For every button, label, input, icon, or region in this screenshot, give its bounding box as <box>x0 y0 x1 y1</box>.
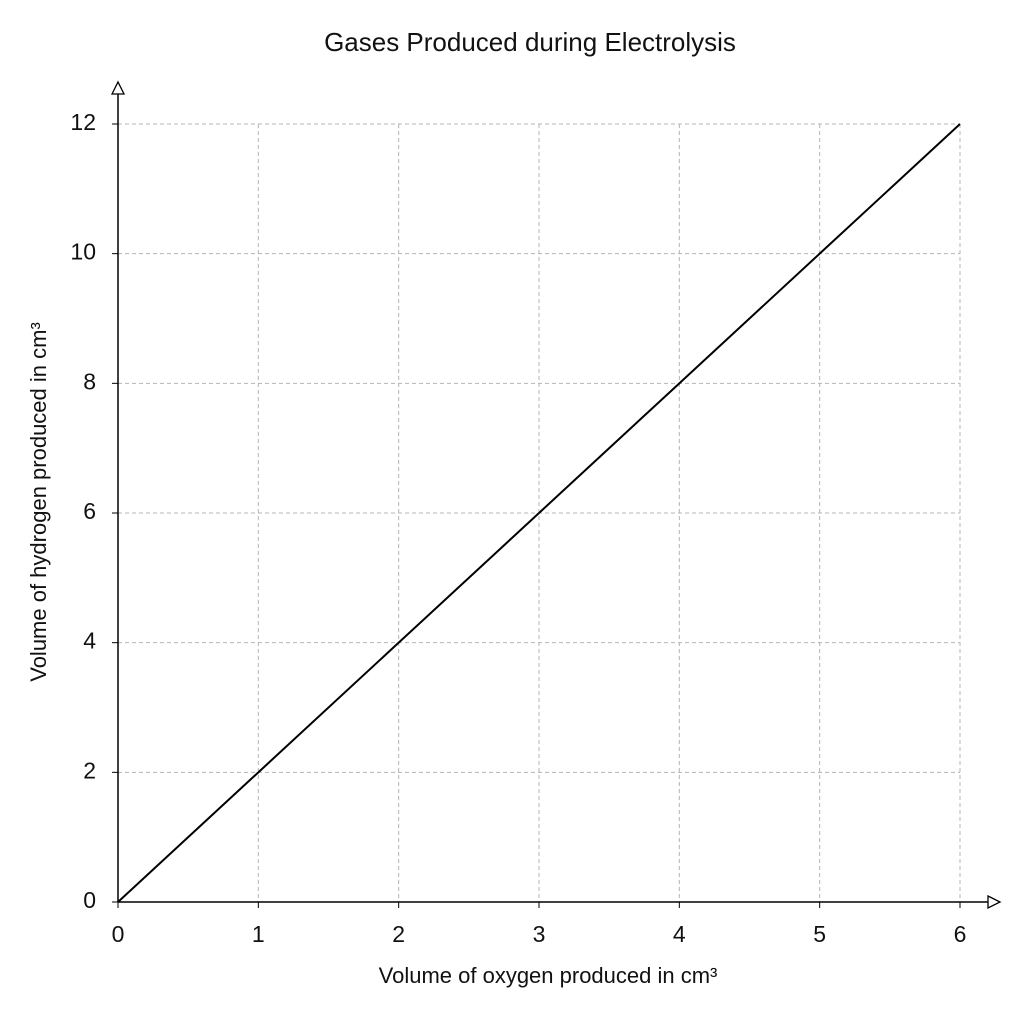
y-tick-label: 4 <box>83 628 96 654</box>
x-tick-label: 0 <box>112 921 125 947</box>
y-axis-label: Volume of hydrogen produced in cm³ <box>26 322 51 682</box>
x-tick-label: 5 <box>813 921 826 947</box>
x-tick-label: 2 <box>392 921 405 947</box>
chart-title: Gases Produced during Electrolysis <box>324 27 736 57</box>
x-tick-label: 6 <box>954 921 967 947</box>
y-tick-label: 12 <box>70 109 96 135</box>
y-axis-arrow <box>110 80 126 95</box>
y-tick-label: 6 <box>83 498 96 524</box>
y-tick-label: 8 <box>83 368 96 394</box>
grid <box>118 123 961 902</box>
y-tick-label: 2 <box>83 757 96 783</box>
x-tick-label: 1 <box>252 921 265 947</box>
data-line <box>117 123 961 903</box>
x-tick-label: 3 <box>533 921 546 947</box>
x-tick-label: 4 <box>673 921 686 947</box>
y-tick-label: 10 <box>70 239 96 265</box>
x-axis-arrow <box>987 894 1002 910</box>
x-axis-label: Volume of oxygen produced in cm³ <box>379 963 718 988</box>
y-tick-label: 0 <box>83 887 96 913</box>
